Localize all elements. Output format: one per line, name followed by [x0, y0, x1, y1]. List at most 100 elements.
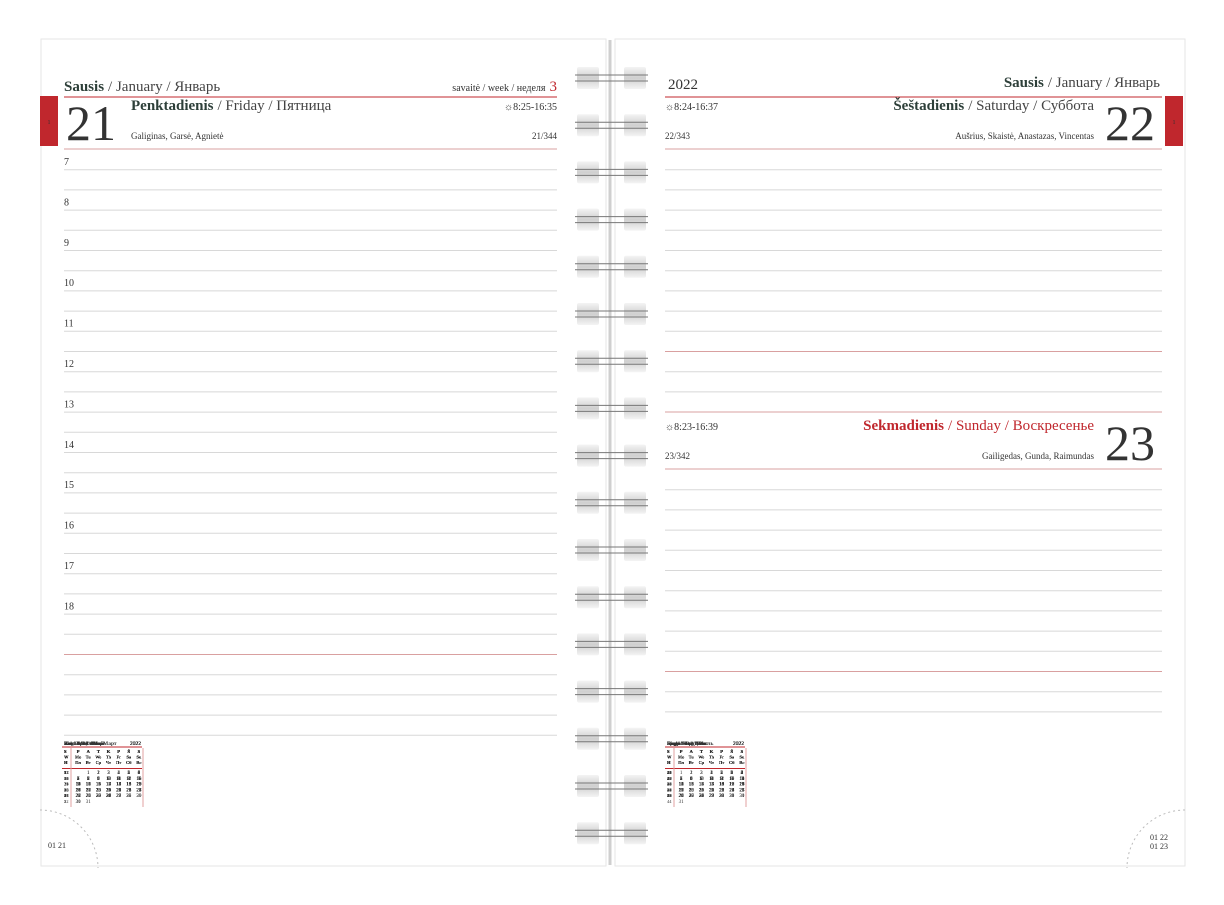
- mini-day: 31: [679, 800, 685, 805]
- mini-day: 19: [126, 783, 132, 788]
- mini-day: 27: [739, 788, 745, 793]
- mini-day: 30: [136, 794, 142, 799]
- mini-day: 6: [690, 777, 693, 782]
- mini-day: 13: [96, 783, 102, 788]
- mini-day: 4: [97, 777, 100, 782]
- mini-day: 18: [689, 788, 695, 793]
- mini-day: 20: [76, 788, 82, 793]
- mini-day: 2: [720, 771, 723, 776]
- mini-day: 26: [136, 788, 142, 793]
- sun-times: ☼8:25-16:35: [504, 102, 557, 113]
- weekday-lt: Šeštadienis: [893, 97, 964, 114]
- mini-day: 9: [77, 783, 80, 788]
- mini-day: 22: [86, 788, 92, 793]
- mini-day: 22: [719, 788, 725, 793]
- weekday-head: Ср: [96, 760, 102, 765]
- mini-year: 2022: [733, 741, 744, 747]
- weekday-head: Tu: [689, 755, 695, 760]
- week-col-head: W: [64, 755, 69, 760]
- mini-day: 28: [86, 794, 92, 799]
- weekday-head: Вс: [739, 760, 744, 765]
- week-number: 35: [667, 793, 672, 798]
- mini-day: 15: [116, 783, 122, 788]
- ring-hole: [577, 444, 599, 467]
- weekday-head: K: [107, 749, 111, 754]
- weekday-head: Чт: [709, 760, 714, 765]
- mini-day: 27: [106, 794, 112, 799]
- mini-day: 9: [741, 777, 744, 782]
- weekday-head: Su: [137, 755, 143, 760]
- weekday-head: Ср: [96, 760, 102, 765]
- week-number: 13: [64, 793, 69, 798]
- mini-day: 3: [138, 771, 141, 776]
- mini-day: 12: [679, 783, 685, 788]
- weekday-head: Сб: [729, 760, 735, 765]
- name-days: Galiginas, Garsė, Agnietė: [131, 131, 223, 141]
- mini-day: 20: [689, 788, 695, 793]
- mini-day: 6: [731, 771, 734, 776]
- mini-day: 24: [729, 788, 735, 793]
- week-number: 42: [667, 787, 672, 792]
- mini-day: 24: [739, 788, 745, 793]
- week-number: 29: [667, 787, 672, 792]
- mini-day: 1: [97, 771, 100, 776]
- weekday-head: Вс: [136, 760, 141, 765]
- week-number: 30: [667, 793, 672, 798]
- weekday-head: We: [698, 755, 704, 760]
- weekday-head: Чт: [709, 760, 714, 765]
- mini-day: 5: [107, 777, 110, 782]
- mini-day: 4: [87, 777, 90, 782]
- mini-day: 26: [679, 794, 685, 799]
- ring-hole: [577, 680, 599, 703]
- weekday-head: Š: [128, 749, 131, 754]
- ring-hole: [577, 727, 599, 750]
- mini-day: 9: [128, 777, 131, 782]
- weekday-head: P: [117, 749, 120, 754]
- mini-day: 20: [136, 783, 142, 788]
- mini-day: 27: [96, 794, 102, 799]
- mini-day: 22: [709, 788, 715, 793]
- week-col-head: Н: [64, 760, 68, 765]
- mini-day: 29: [689, 794, 695, 799]
- mini-day: 25: [739, 788, 745, 793]
- weekday-head: Sa: [127, 755, 132, 760]
- mini-day: 3: [731, 771, 734, 776]
- mini-day: 31: [739, 794, 745, 799]
- mini-day: 26: [699, 794, 705, 799]
- weekday: Penktadienis / Friday / Пятница: [131, 98, 332, 114]
- mini-day: 24: [679, 794, 685, 799]
- day-of-year: 21/344: [532, 131, 558, 141]
- weekday-head: Su: [137, 755, 143, 760]
- week-number: 9: [64, 793, 67, 798]
- weekday-head: Вс: [136, 760, 141, 765]
- mini-day: 15: [689, 783, 695, 788]
- weekday-head: A: [87, 749, 91, 754]
- weekday-head: K: [710, 749, 714, 754]
- week-number: 24: [64, 782, 69, 787]
- mini-month: Vas / Feb / Фев: [64, 741, 100, 747]
- mini-day: 5: [731, 771, 734, 776]
- mini-day: 17: [729, 783, 735, 788]
- mini-day: 2: [97, 771, 100, 776]
- week-number: 26: [667, 770, 672, 775]
- weekday-head: Fr: [117, 755, 122, 760]
- mini-month: Bal / April / Апр: [64, 741, 103, 747]
- week-number: 17: [64, 793, 69, 798]
- mini-day: 15: [136, 783, 142, 788]
- week-col-head: W: [667, 755, 672, 760]
- weekday-head: Пн: [678, 760, 684, 765]
- weekday-head: Fr: [117, 755, 122, 760]
- weekday-head: Чт: [106, 760, 111, 765]
- mini-day: 14: [719, 783, 725, 788]
- mini-day: 6: [77, 777, 80, 782]
- mini-month: Rugs / Sep / Сен: [667, 741, 707, 747]
- mini-day: 26: [106, 794, 112, 799]
- mini-day: 15: [126, 783, 132, 788]
- mini-day: 1: [710, 771, 713, 776]
- mini-day: 6: [138, 771, 141, 776]
- page-footer: 01 22: [1150, 833, 1168, 842]
- mini-day: 27: [689, 794, 695, 799]
- mini-day: 3: [680, 777, 683, 782]
- weekday-head: We: [698, 755, 704, 760]
- weekday-head: We: [95, 755, 101, 760]
